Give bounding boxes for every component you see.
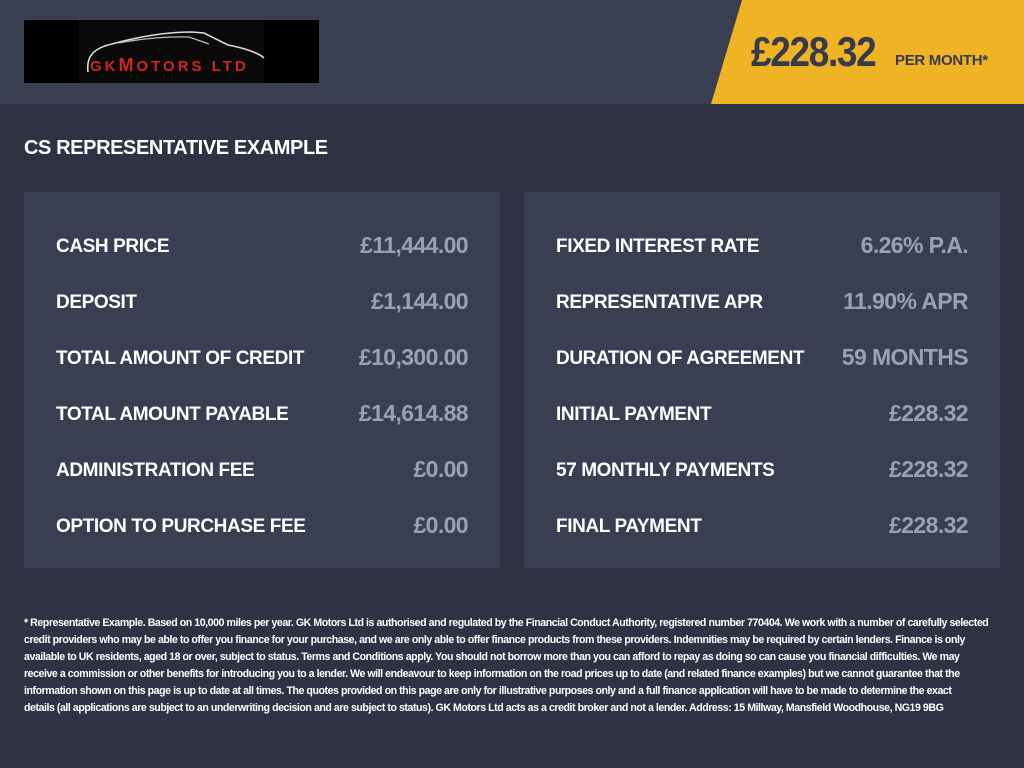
finance-row: 57 MONTHLY PAYMENTS £228.32 <box>556 454 969 484</box>
row-value: £14,614.88 <box>358 400 469 426</box>
row-label: REPRESENTATIVE APR <box>556 292 763 313</box>
finance-row: FINAL PAYMENT £228.32 <box>556 510 969 540</box>
section-title: CS REPRESENTATIVE EXAMPLE <box>24 137 328 159</box>
finance-row: FIXED INTEREST RATE 6.26% P.A. <box>556 230 969 260</box>
row-value: £11,444.00 <box>360 232 468 258</box>
disclaimer-line: details (all applications are subject to… <box>24 702 944 714</box>
row-value: £10,300.00 <box>358 344 469 370</box>
disclaimer: * Representative Example. Based on 10,00… <box>24 615 989 717</box>
disclaimer-line: * Representative Example. Based on 10,00… <box>24 617 989 629</box>
finance-row: OPTION TO PURCHASE FEE £0.00 <box>56 510 469 540</box>
row-label: TOTAL AMOUNT PAYABLE <box>56 404 289 425</box>
row-value: £228.32 <box>889 456 969 482</box>
row-value: £228.32 <box>889 512 969 538</box>
row-label: CASH PRICE <box>56 236 170 257</box>
row-label: INITIAL PAYMENT <box>556 404 712 425</box>
finance-row: DEPOSIT £1,144.00 <box>56 286 469 316</box>
disclaimer-line: credit providers who may be able to offe… <box>24 634 965 646</box>
disclaimer-line: available to UK residents, aged 18 or ov… <box>24 651 960 663</box>
disclaimer-line: receive a commission or other benefits f… <box>24 668 960 680</box>
row-label: FIXED INTEREST RATE <box>556 236 760 257</box>
finance-row: REPRESENTATIVE APR 11.90% APR <box>556 286 969 316</box>
finance-row: CASH PRICE £11,444.00 <box>56 230 469 260</box>
finance-row: TOTAL AMOUNT PAYABLE £14,614.88 <box>56 398 469 428</box>
per-month-label: PER MONTH* <box>895 52 988 69</box>
svg-text:GKMOTORS LTD: GKMOTORS LTD <box>90 55 249 75</box>
finance-row: TOTAL AMOUNT OF CREDIT £10,300.00 <box>56 342 469 372</box>
row-value: £1,144.00 <box>371 288 469 314</box>
monthly-price: £228.32 <box>751 28 877 75</box>
finance-row: INITIAL PAYMENT £228.32 <box>556 398 969 428</box>
row-label: ADMINISTRATION FEE <box>56 460 255 481</box>
monthly-price-banner: £228.32 PER MONTH* <box>711 0 1024 104</box>
row-value: £0.00 <box>413 456 468 482</box>
finance-row: DURATION OF AGREEMENT 59 MONTHS <box>556 342 969 372</box>
row-label: DURATION OF AGREEMENT <box>556 348 805 369</box>
row-value: 59 MONTHS <box>841 344 969 370</box>
row-value: 6.26% P.A. <box>860 232 969 258</box>
row-label: OPTION TO PURCHASE FEE <box>56 516 306 537</box>
row-value: £0.00 <box>413 512 468 538</box>
row-label: TOTAL AMOUNT OF CREDIT <box>56 348 305 369</box>
row-label: 57 MONTHLY PAYMENTS <box>556 460 775 481</box>
row-label: FINAL PAYMENT <box>556 516 702 537</box>
gk-motors-logo: GKMOTORS LTD <box>24 20 319 83</box>
finance-row: ADMINISTRATION FEE £0.00 <box>56 454 469 484</box>
row-label: DEPOSIT <box>56 292 137 313</box>
finance-panel-right: FIXED INTEREST RATE 6.26% P.A. REPRESENTA… <box>524 192 1000 568</box>
row-value: £228.32 <box>889 400 969 426</box>
header: GKMOTORS LTD £228.32 PER MONTH* <box>0 0 1024 104</box>
finance-panel-left: CASH PRICE £11,444.00 DEPOSIT £1,144.00 TO… <box>24 192 500 568</box>
disclaimer-line: information shown on this page is up to … <box>24 685 952 697</box>
row-value: 11.90% APR <box>843 288 968 314</box>
